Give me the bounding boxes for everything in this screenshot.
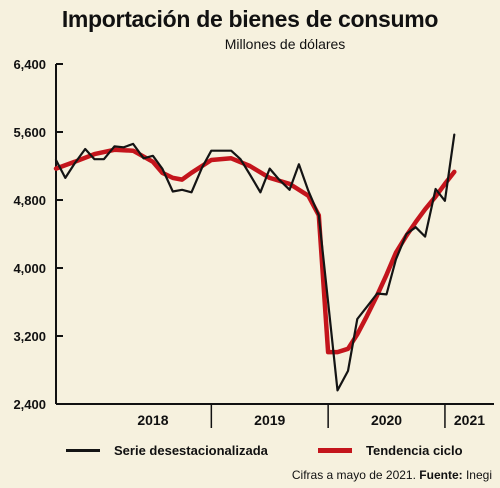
- series-line-raw: [54, 133, 456, 392]
- footer-source-label: Fuente:: [419, 468, 463, 482]
- x-tick-label: 2018: [137, 412, 168, 428]
- series-line-trend: [53, 147, 457, 355]
- y-tick-label: 6,400: [13, 57, 46, 72]
- legend-item-raw: Serie desestacionalizada: [66, 440, 268, 460]
- footer-source: Inegi: [465, 468, 492, 482]
- legend-label-raw: Serie desestacionalizada: [114, 442, 268, 458]
- chart-subtitle: Millones de dólares: [224, 36, 346, 52]
- chart-footer: Cifras a mayo de 2021. Fuente: Inegi: [292, 468, 492, 482]
- footer-note: Cifras a mayo de 2021.: [291, 468, 416, 482]
- y-tick-label: 3,200: [13, 329, 46, 344]
- chart-title: Importación de bienes de consumo: [61, 6, 439, 32]
- x-tick-label: 2019: [254, 412, 285, 428]
- y-tick-label: 5,600: [13, 125, 46, 140]
- legend-swatch-raw: [66, 448, 100, 452]
- x-tick-label: 2021: [454, 412, 485, 428]
- legend-swatch-trend: [318, 447, 352, 453]
- y-tick-label: 2,400: [13, 397, 46, 412]
- y-tick-label: 4,000: [13, 261, 46, 276]
- x-tick-label: 2020: [371, 412, 402, 428]
- y-tick-label: 4,800: [13, 193, 46, 208]
- legend-label-trend: Tendencia ciclo: [366, 442, 463, 458]
- legend-item-trend: Tendencia ciclo: [318, 440, 463, 460]
